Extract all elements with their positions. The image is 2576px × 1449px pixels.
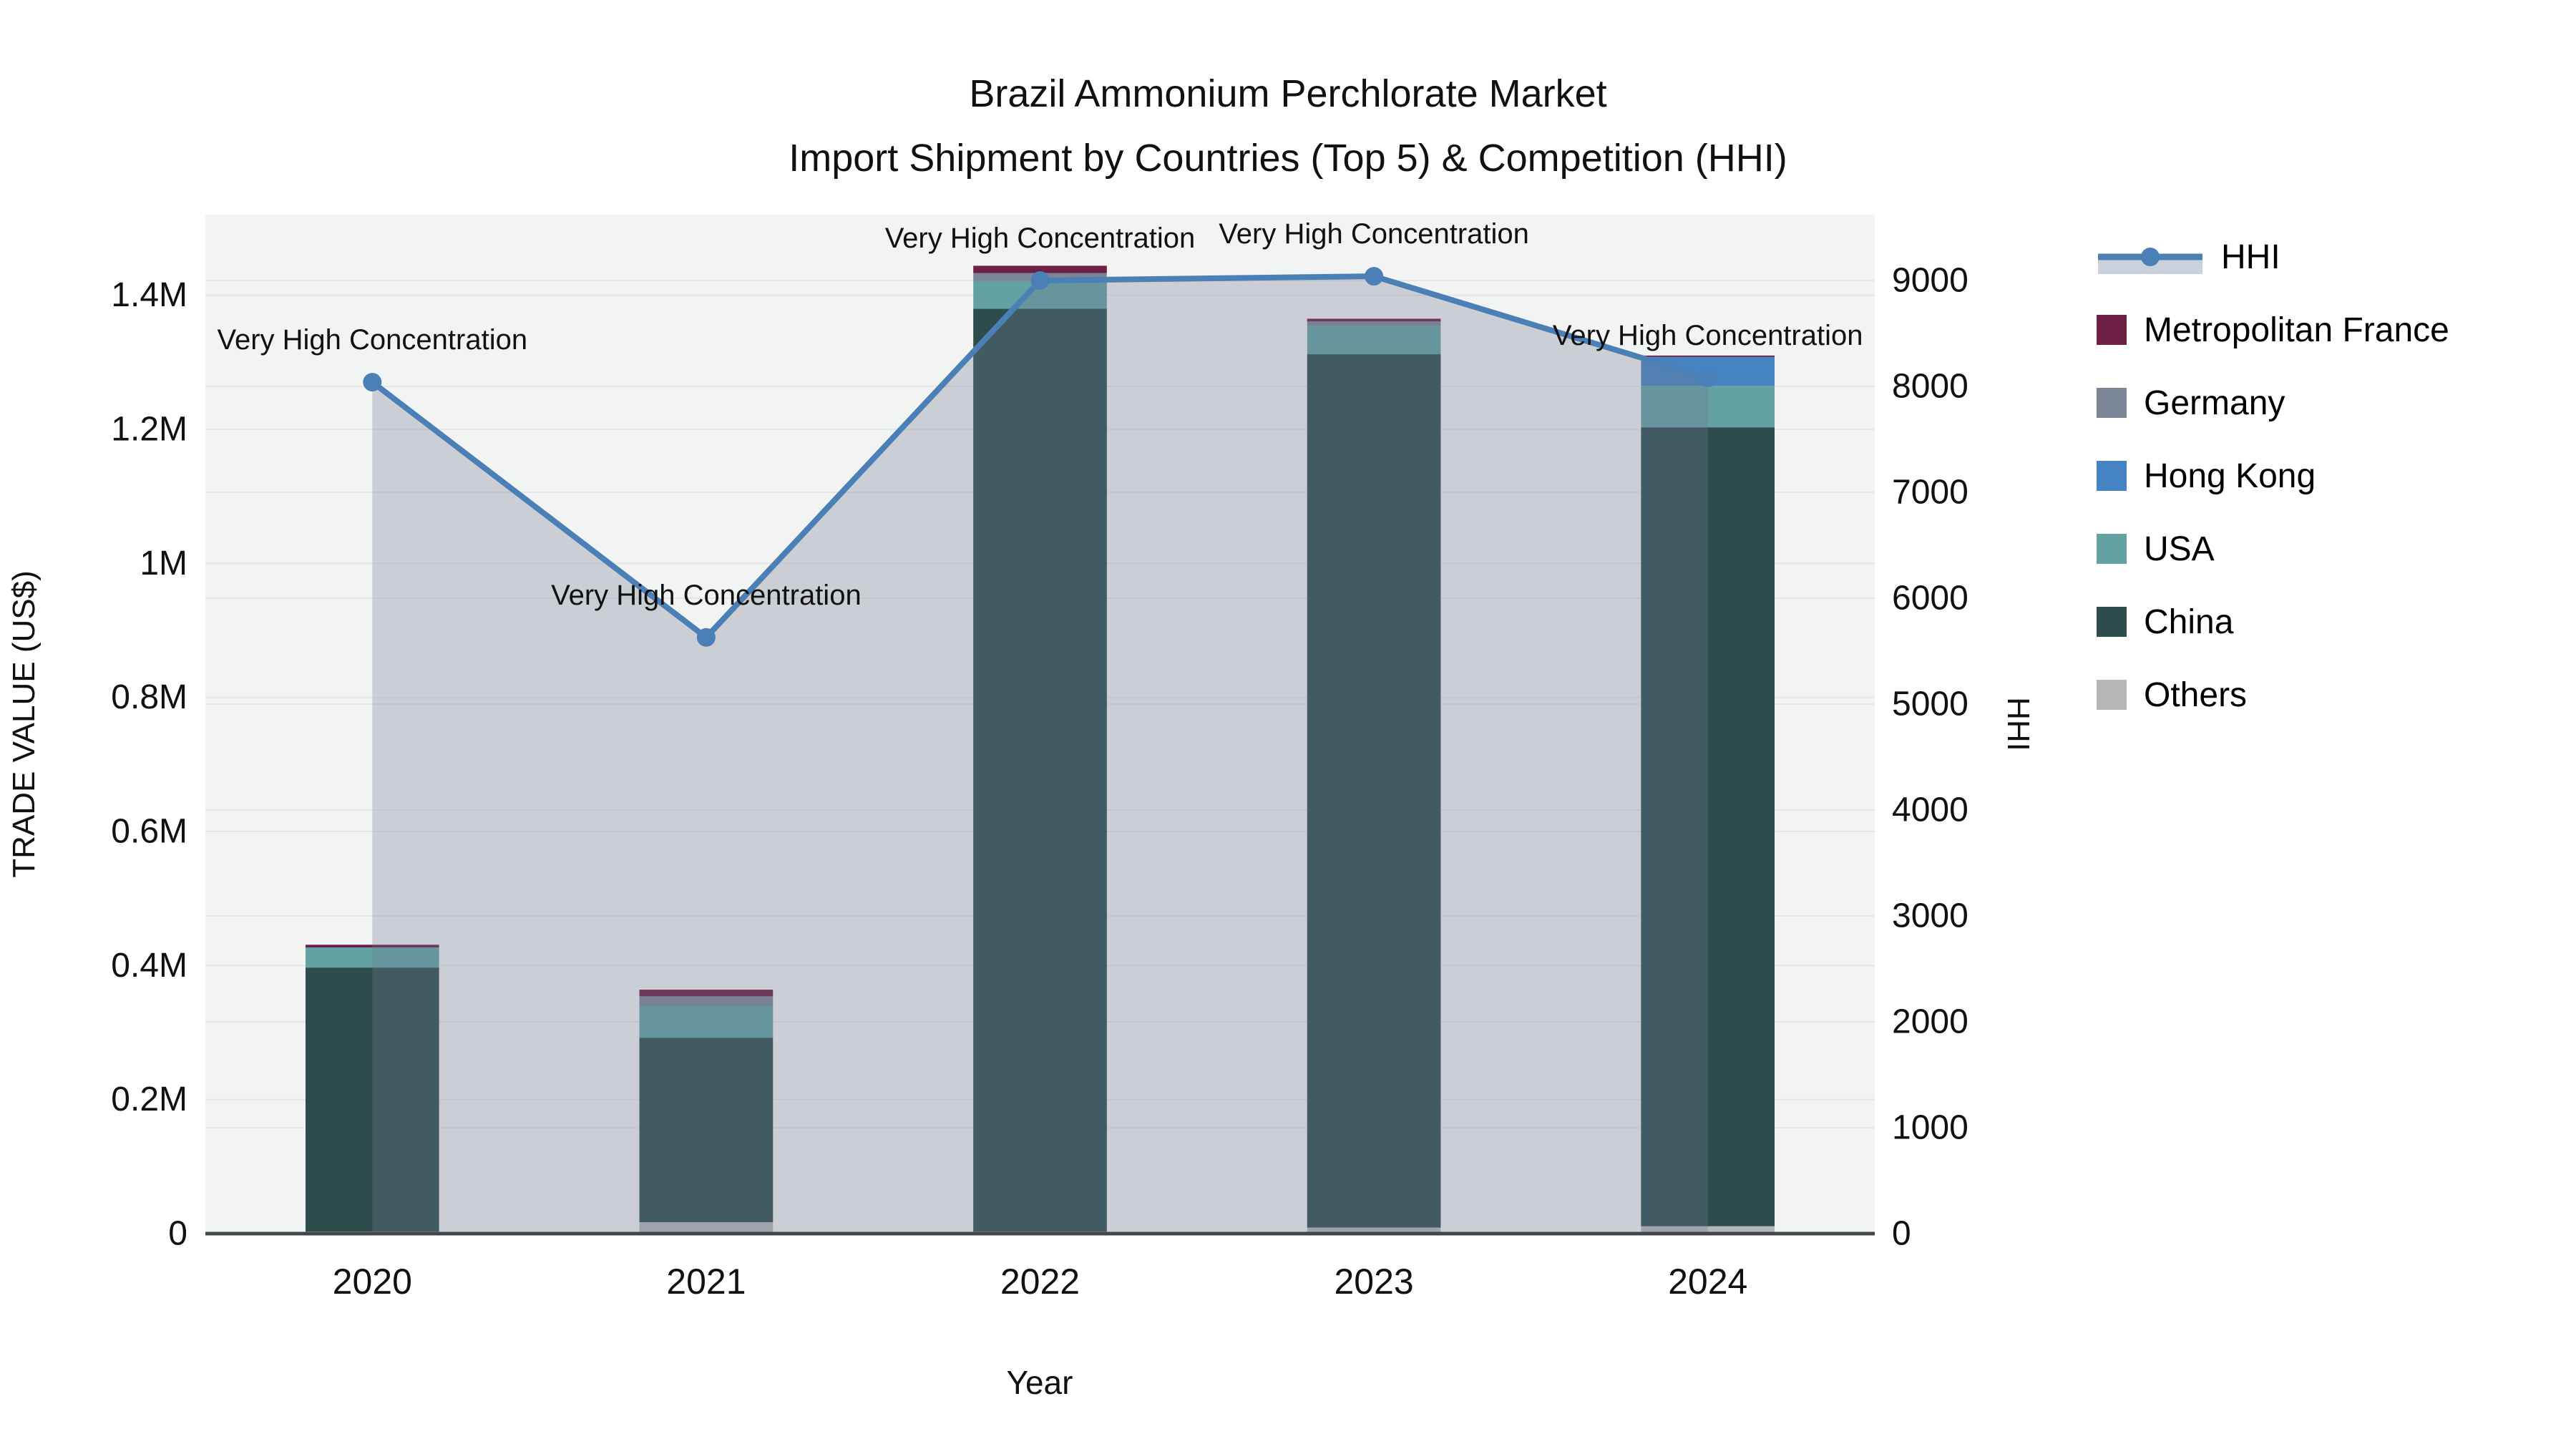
annotation-2020: Very High Concentration <box>218 324 528 356</box>
legend-item-others[interactable]: Others <box>2097 674 2449 716</box>
chart-title-line2: Import Shipment by Countries (Top 5) & C… <box>789 137 1787 180</box>
y-right-tick-label: 9000 <box>1892 262 1968 300</box>
legend-item-label: USA <box>2144 530 2215 568</box>
legend-item-hhi[interactable]: HHI <box>2097 236 2449 278</box>
bar-segment-metropolitan-france-2022[interactable] <box>973 265 1107 273</box>
bar-segment-usa-2021[interactable] <box>639 1005 774 1038</box>
bar-segment-china-2024[interactable] <box>1641 427 1775 1226</box>
y-left-tick-label: 0.4M <box>111 947 187 985</box>
chart-title: Brazil Ammonium Perchlorate Market Impor… <box>0 62 2576 190</box>
x-tick-label: 2021 <box>666 1262 746 1302</box>
bar-segment-usa-2020[interactable] <box>305 947 439 968</box>
legend-item-metropolitan-france[interactable]: Metropolitan France <box>2097 309 2449 351</box>
legend-item-usa[interactable]: USA <box>2097 528 2449 570</box>
legend-item-hong-kong[interactable]: Hong Kong <box>2097 455 2449 497</box>
y-left-tick-label: 1M <box>140 545 187 582</box>
legend-item-germany[interactable]: Germany <box>2097 382 2449 424</box>
x-axis-title: Year <box>1007 1364 1073 1401</box>
y-left-tick-label: 0.8M <box>111 678 187 716</box>
bar-segment-china-2021[interactable] <box>639 1038 774 1223</box>
legend-swatch-icon <box>2097 534 2127 564</box>
y-right-tick-label: 3000 <box>1892 897 1968 935</box>
x-tick-label: 2020 <box>333 1262 412 1302</box>
legend-swatch-icon <box>2097 388 2127 418</box>
annotation-2022: Very High Concentration <box>885 223 1196 254</box>
y-left-tick-label: 0.2M <box>111 1080 187 1118</box>
annotation-2024: Very High Concentration <box>1553 320 1863 351</box>
y-left-tick-label: 0 <box>168 1215 187 1253</box>
x-tick-label: 2023 <box>1334 1262 1413 1302</box>
hhi-line-icon <box>2098 248 2202 274</box>
y-right-tick-label: 6000 <box>1892 580 1968 618</box>
y-right-tick-label: 4000 <box>1892 791 1968 829</box>
bar-segment-metropolitan-france-2023[interactable] <box>1307 318 1441 322</box>
y-left-tick-label: 1.4M <box>111 276 187 314</box>
y-right-axis-title: HHI <box>2001 697 2036 751</box>
y-right-tick-label: 7000 <box>1892 474 1968 512</box>
bar-segment-others-2021[interactable] <box>639 1222 774 1234</box>
bar-segment-china-2023[interactable] <box>1307 354 1441 1228</box>
hhi-marker-2020[interactable] <box>363 373 382 392</box>
bar-segment-usa-2024[interactable] <box>1641 386 1775 428</box>
bar-segment-germany-2021[interactable] <box>639 996 774 1006</box>
x-tick-label: 2024 <box>1668 1262 1747 1302</box>
y-right-tick-label: 2000 <box>1892 1003 1968 1041</box>
legend-item-label: Hong Kong <box>2144 457 2316 495</box>
y-right-tick-label: 5000 <box>1892 686 1968 723</box>
y-left-tick-label: 0.6M <box>111 812 187 850</box>
bar-segment-metropolitan-france-2021[interactable] <box>639 990 774 997</box>
legend-swatch-icon <box>2097 607 2127 637</box>
legend-item-china[interactable]: China <box>2097 601 2449 643</box>
legend-swatch-icon <box>2097 680 2127 710</box>
legend-item-label: Germany <box>2144 384 2285 422</box>
legend-swatch-icon <box>2097 461 2127 491</box>
legend-item-label: Others <box>2144 675 2248 714</box>
legend-item-label: China <box>2144 602 2234 641</box>
hhi-marker-2024[interactable] <box>1698 369 1717 388</box>
hhi-marker-2023[interactable] <box>1365 267 1384 286</box>
y-right-tick-label: 0 <box>1892 1215 1911 1253</box>
bar-segment-china-2022[interactable] <box>973 308 1107 1232</box>
legend-item-label: Metropolitan France <box>2144 311 2449 349</box>
bar-segment-metropolitan-france-2020[interactable] <box>305 945 439 948</box>
bar-segment-usa-2023[interactable] <box>1307 326 1441 355</box>
hhi-area <box>372 276 1708 1234</box>
legend: HHI Metropolitan France Germany Hong Kong US… <box>2097 236 2449 716</box>
bar-segment-metropolitan-france-2024[interactable] <box>1641 355 1775 357</box>
annotation-2023: Very High Concentration <box>1219 218 1529 250</box>
hhi-marker-2021[interactable] <box>696 628 716 647</box>
x-tick-label: 2022 <box>1000 1262 1080 1302</box>
legend-item-label: HHI <box>2221 238 2280 276</box>
y-left-axis-title: TRADE VALUE (US$) <box>6 570 42 878</box>
y-right-tick-label: 8000 <box>1892 368 1968 406</box>
hhi-marker-2022[interactable] <box>1030 271 1050 290</box>
legend-swatch-icon <box>2097 315 2127 345</box>
annotation-2021: Very High Concentration <box>551 580 862 611</box>
bar-segment-others-2024[interactable] <box>1641 1226 1775 1234</box>
bar-segment-others-2023[interactable] <box>1307 1227 1441 1234</box>
bar-segment-germany-2023[interactable] <box>1307 321 1441 326</box>
y-right-tick-label: 1000 <box>1892 1109 1968 1147</box>
y-left-tick-label: 1.2M <box>111 410 187 448</box>
bar-segment-china-2020[interactable] <box>305 967 439 1232</box>
chart-title-line1: Brazil Ammonium Perchlorate Market <box>969 72 1607 115</box>
